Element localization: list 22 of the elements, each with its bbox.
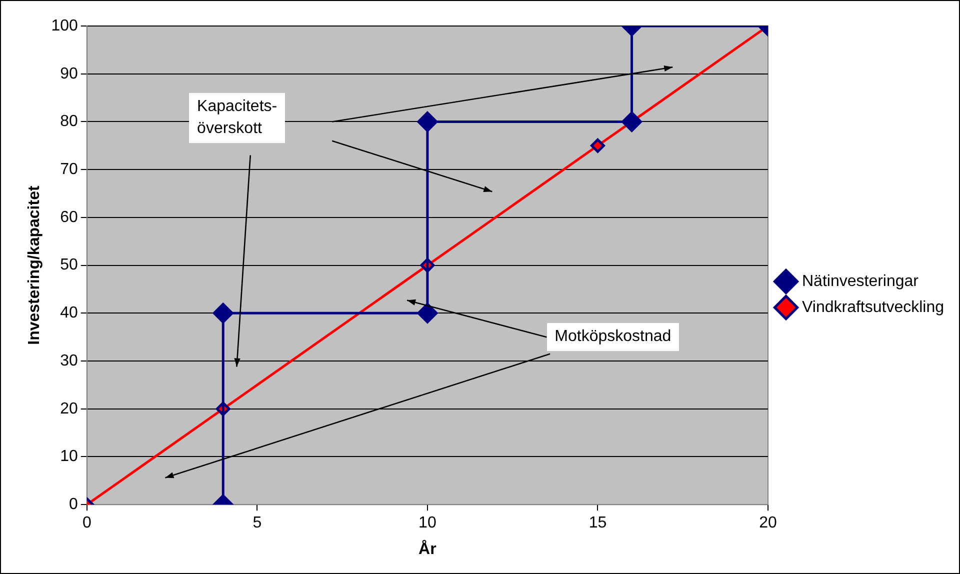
y-tick-label: 90 bbox=[60, 65, 78, 82]
y-tick-label: 30 bbox=[60, 352, 78, 370]
x-tick-label: 5 bbox=[252, 514, 262, 532]
x-axis-title: År bbox=[418, 538, 436, 558]
annotation: Kapacitets- överskott bbox=[189, 93, 286, 143]
annotation: Motköpskostnad bbox=[546, 322, 680, 351]
y-tick-label: 40 bbox=[60, 304, 78, 322]
y-tick-label: 100 bbox=[51, 17, 78, 34]
x-tick-label: 10 bbox=[418, 514, 436, 532]
x-tick-label: 20 bbox=[759, 514, 777, 532]
y-tick-label: 0 bbox=[68, 496, 78, 514]
y-tick-label: 50 bbox=[60, 256, 78, 274]
y-axis-title: Investering/kapacitet bbox=[26, 185, 44, 345]
legend-label: Nätinvesteringar bbox=[802, 272, 920, 290]
y-tick-label: 10 bbox=[60, 448, 78, 466]
x-tick-label: 15 bbox=[588, 514, 607, 532]
legend-label: Vindkraftsutveckling bbox=[802, 298, 944, 316]
x-tick-label: 0 bbox=[82, 514, 92, 532]
y-tick-label: 20 bbox=[60, 400, 78, 418]
y-tick-label: 60 bbox=[60, 208, 78, 226]
y-tick-label: 70 bbox=[60, 160, 78, 178]
y-tick-label: 80 bbox=[60, 113, 78, 130]
